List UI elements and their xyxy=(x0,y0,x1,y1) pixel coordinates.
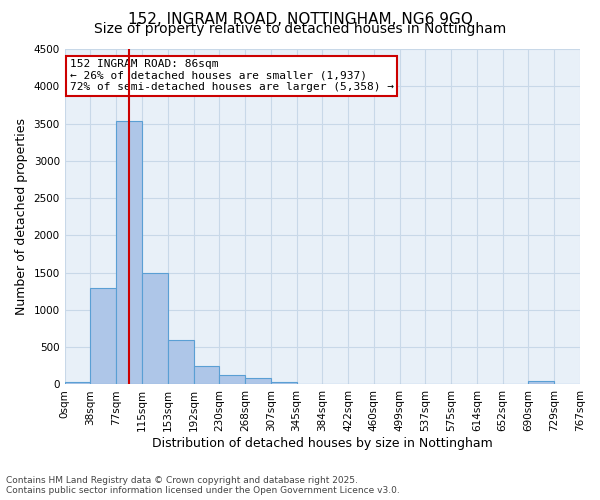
Bar xyxy=(91,288,116,384)
Bar xyxy=(219,375,245,384)
Bar xyxy=(168,340,193,384)
Text: Size of property relative to detached houses in Nottingham: Size of property relative to detached ho… xyxy=(94,22,506,36)
Bar xyxy=(529,382,554,384)
Y-axis label: Number of detached properties: Number of detached properties xyxy=(15,118,28,315)
Bar xyxy=(245,378,271,384)
Bar xyxy=(116,122,142,384)
X-axis label: Distribution of detached houses by size in Nottingham: Distribution of detached houses by size … xyxy=(152,437,493,450)
Bar xyxy=(65,382,91,384)
Bar xyxy=(271,382,296,384)
Text: 152, INGRAM ROAD, NOTTINGHAM, NG6 9GQ: 152, INGRAM ROAD, NOTTINGHAM, NG6 9GQ xyxy=(128,12,472,28)
Text: Contains HM Land Registry data © Crown copyright and database right 2025.
Contai: Contains HM Land Registry data © Crown c… xyxy=(6,476,400,495)
Text: 152 INGRAM ROAD: 86sqm
← 26% of detached houses are smaller (1,937)
72% of semi-: 152 INGRAM ROAD: 86sqm ← 26% of detached… xyxy=(70,59,394,92)
Bar xyxy=(193,366,219,384)
Bar xyxy=(142,272,168,384)
